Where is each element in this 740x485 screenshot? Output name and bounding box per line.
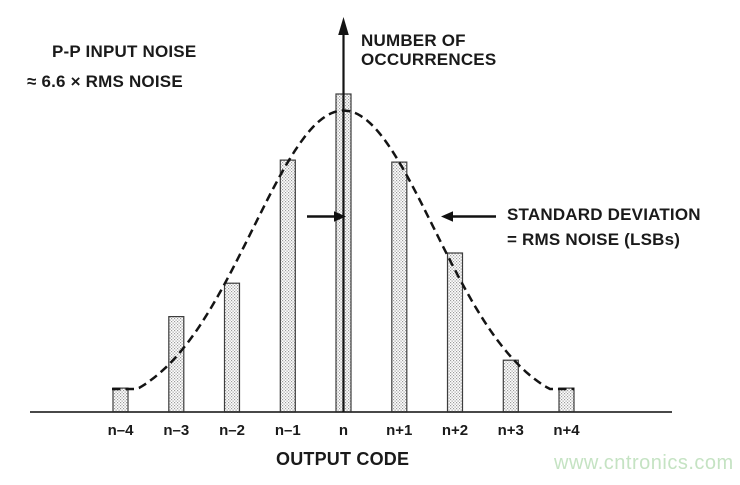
y-axis-arrowhead-icon <box>338 17 349 35</box>
histogram-bar <box>391 161 408 413</box>
y-axis-label-line1: NUMBER OF <box>361 31 466 50</box>
pp-noise-label-line2: ≈ 6.6 × RMS NOISE <box>27 72 183 91</box>
y-axis <box>338 17 349 412</box>
histogram-bar <box>502 359 519 413</box>
histogram-bar <box>279 159 296 413</box>
x-tick-label: n <box>338 422 349 439</box>
x-tick-label: n–1 <box>274 422 301 439</box>
sd-arrow-right-icon <box>307 211 346 222</box>
histogram-bar <box>168 316 185 413</box>
watermark: www.cntronics.com <box>554 452 734 474</box>
gaussian-envelope-curve <box>112 109 574 391</box>
histogram-bar <box>112 387 129 413</box>
y-axis-label: NUMBER OF OCCURRENCES <box>361 31 496 69</box>
x-tick-label: n–3 <box>163 422 190 439</box>
x-tick-label: n+3 <box>497 422 524 439</box>
x-tick-label: n–4 <box>107 422 134 439</box>
std-deviation-label-line2: = RMS NOISE (LSBs) <box>507 230 681 249</box>
x-tick-label: n+4 <box>553 422 580 439</box>
sd-arrow-left-icon <box>441 211 496 222</box>
x-tick-labels: n–4 n–3 n–2 n–1 n n+1 n+2 n+3 n+4 <box>0 422 740 440</box>
y-axis-label-line2: OCCURRENCES <box>361 50 497 69</box>
histogram-bar <box>558 387 575 413</box>
x-tick-label: n+1 <box>386 422 413 439</box>
x-tick-label: n+2 <box>441 422 469 439</box>
histogram-bar <box>446 252 464 413</box>
histogram-bars <box>112 93 575 413</box>
x-tick-label: n–2 <box>219 422 245 439</box>
std-deviation-label-line1: STANDARD DEVIATION <box>507 205 701 224</box>
histogram-bar <box>223 282 241 413</box>
pp-noise-label-line1: P-P INPUT NOISE <box>52 42 197 61</box>
x-axis-label: OUTPUT CODE <box>276 449 410 469</box>
